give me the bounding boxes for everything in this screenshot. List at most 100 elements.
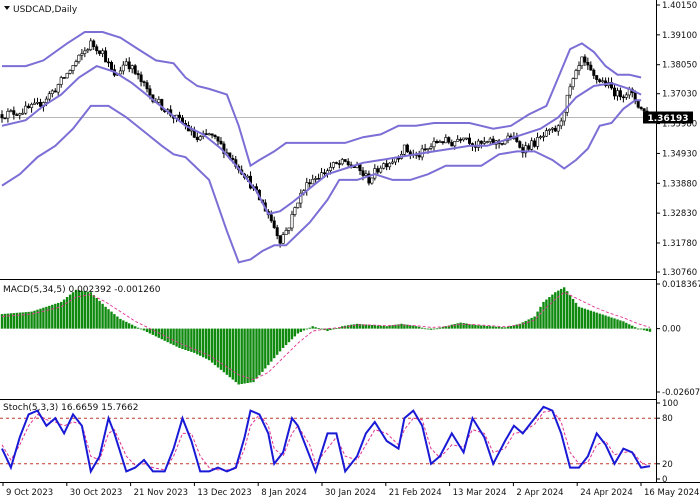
price-tick-label: 1.35980 xyxy=(662,120,697,130)
bear-candle xyxy=(367,173,371,184)
macd-bar xyxy=(613,318,616,329)
bull-candle xyxy=(314,178,318,180)
macd-bar xyxy=(512,325,516,329)
dropdown-triangle-icon[interactable] xyxy=(4,6,10,10)
bear-candle xyxy=(518,141,522,148)
macd-bar xyxy=(521,322,524,329)
macd-bar xyxy=(246,328,249,383)
time-tick-label: 21 Feb 2024 xyxy=(389,488,442,498)
bear-candle xyxy=(612,87,616,97)
price-tick-label: 1.32830 xyxy=(662,209,697,219)
macd-bar xyxy=(65,297,69,329)
macd-title: MACD(5,34,5) 0.002392 -0.001260 xyxy=(3,285,161,295)
macd-bar xyxy=(89,292,92,329)
bull-candle xyxy=(541,135,545,138)
macd-bar xyxy=(347,325,350,329)
macd-bar xyxy=(243,328,246,384)
macd-bar xyxy=(80,290,84,329)
macd-bar xyxy=(308,327,311,329)
bull-candle xyxy=(124,61,128,66)
macd-bar xyxy=(350,324,353,329)
macd-bar xyxy=(480,325,483,329)
bull-candle xyxy=(476,140,480,148)
bear-candle xyxy=(204,133,208,135)
macd-bar xyxy=(134,326,137,329)
stoch-tick-label: 100 xyxy=(662,399,678,409)
bollinger-upper-line xyxy=(2,31,642,168)
bear-candle xyxy=(521,147,525,154)
bear-candle xyxy=(618,90,622,98)
macd-bar xyxy=(302,328,305,331)
macd-bar xyxy=(610,317,613,329)
macd-bar xyxy=(563,287,566,329)
macd-bar xyxy=(213,328,217,366)
bull-candle xyxy=(379,167,383,173)
bear-candle xyxy=(231,158,235,160)
time-tick-label: 8 Jan 2024 xyxy=(261,488,307,498)
macd-bar xyxy=(21,312,24,329)
macd-bar xyxy=(423,328,427,330)
macd-bar xyxy=(125,321,128,329)
macd-bar xyxy=(184,328,187,350)
macd-bar xyxy=(539,306,542,329)
bull-candle xyxy=(370,177,374,184)
macd-bar xyxy=(98,300,101,329)
bull-candle xyxy=(559,120,563,127)
macd-bar xyxy=(296,328,300,334)
macd-bar xyxy=(175,328,178,347)
bear-candle xyxy=(127,61,131,70)
bull-candle xyxy=(101,50,105,54)
bear-candle xyxy=(441,141,445,144)
bear-candle xyxy=(317,178,321,180)
macd-bar xyxy=(400,323,403,329)
macd-bar xyxy=(36,309,39,329)
macd-bar xyxy=(131,324,134,329)
bull-candle xyxy=(429,146,433,149)
macd-bar xyxy=(71,292,75,329)
time-tick-label: 16 May 2024 xyxy=(644,488,699,498)
bear-candle xyxy=(500,143,504,145)
bull-candle xyxy=(77,54,81,62)
bull-candle xyxy=(9,110,13,112)
bear-candle xyxy=(376,168,380,173)
macd-bar xyxy=(163,328,166,341)
bear-candle xyxy=(639,106,643,109)
bear-candle xyxy=(322,172,326,174)
macd-bar xyxy=(551,294,554,329)
macd-bar xyxy=(169,328,172,344)
bear-candle xyxy=(642,108,646,112)
macd-bar xyxy=(12,313,15,329)
macd-bar xyxy=(210,328,214,363)
macd-bar xyxy=(139,328,143,330)
macd-tick-label: 0.00 xyxy=(662,325,681,335)
macd-bar xyxy=(518,323,521,329)
macd-bar xyxy=(225,328,229,375)
macd-bar xyxy=(435,328,439,330)
macd-bar xyxy=(394,324,397,329)
macd-bar xyxy=(119,318,122,329)
macd-bar xyxy=(160,328,163,340)
macd-bar xyxy=(151,328,155,335)
bear-candle xyxy=(136,73,140,76)
bear-candle xyxy=(12,110,16,115)
bull-candle xyxy=(562,111,566,122)
macd-bar xyxy=(574,302,578,329)
bull-candle xyxy=(426,148,430,150)
bear-candle xyxy=(0,114,4,119)
macd-bar xyxy=(456,323,459,329)
stoch-axis: 100 80 20 0 xyxy=(656,399,678,485)
macd-bar xyxy=(355,323,359,329)
bear-candle xyxy=(467,137,471,144)
macd-bar xyxy=(421,327,424,329)
macd-axis: 0.018367 0.00 -0.026076 xyxy=(656,280,700,398)
bear-candle xyxy=(278,235,282,244)
macd-bar xyxy=(554,292,557,329)
bull-candle xyxy=(438,141,442,143)
macd-bar xyxy=(492,326,495,329)
bear-candle xyxy=(396,157,400,160)
price-tick-label: 1.38050 xyxy=(662,61,697,71)
bull-candle xyxy=(568,86,572,96)
bull-candle xyxy=(482,141,486,144)
bull-candle xyxy=(118,70,122,75)
macd-bar xyxy=(379,325,382,329)
